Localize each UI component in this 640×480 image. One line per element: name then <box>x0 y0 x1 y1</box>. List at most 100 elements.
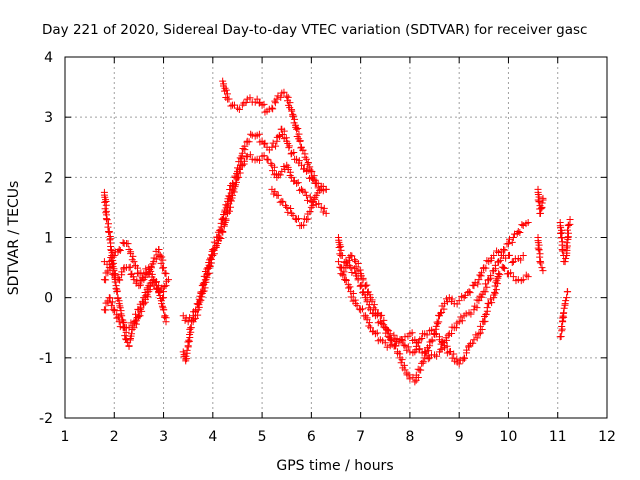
data-point <box>465 288 473 296</box>
trace-point <box>128 322 136 330</box>
trace-point <box>537 205 545 213</box>
trace-point <box>227 189 235 197</box>
trace-point <box>206 254 214 262</box>
data-point <box>564 234 572 241</box>
trace-point <box>501 246 509 254</box>
trace-point <box>438 337 446 345</box>
trace-point <box>534 188 542 196</box>
series-b1 <box>179 151 330 365</box>
trace-point <box>219 214 227 222</box>
trace-point <box>111 270 119 278</box>
series-a3 <box>100 276 170 332</box>
trace-point <box>192 306 200 314</box>
trace-point <box>247 130 255 138</box>
trace-point <box>232 178 240 186</box>
trace-point <box>269 105 277 113</box>
trace-point <box>159 256 167 264</box>
trace-point <box>104 220 112 228</box>
data-point <box>391 342 399 350</box>
series-a1 <box>100 188 172 350</box>
trace-point <box>128 270 136 278</box>
data-point <box>162 270 170 278</box>
trace-point <box>448 330 456 338</box>
trace-point <box>158 302 166 310</box>
series-c4 <box>435 263 532 368</box>
trace-point <box>231 174 239 182</box>
data-point <box>130 258 138 266</box>
trace-point <box>206 256 214 264</box>
trace-point <box>284 93 292 101</box>
trace-point <box>534 237 542 245</box>
trace-point <box>491 289 499 297</box>
trace-point <box>501 264 509 272</box>
x-axis-label: GPS time / hours <box>276 458 393 474</box>
trace-point <box>222 86 230 94</box>
data-point <box>524 273 532 281</box>
trace-point <box>404 343 412 351</box>
trace-point <box>195 295 203 303</box>
trace-point <box>558 234 566 242</box>
trace-point <box>564 229 572 237</box>
trace-point <box>508 238 516 246</box>
data-point <box>155 288 163 296</box>
trace-point <box>229 180 237 188</box>
data-point <box>519 276 527 284</box>
trace-point <box>161 269 169 277</box>
data-point <box>411 378 419 386</box>
data-point <box>110 252 118 260</box>
trace-point <box>156 288 164 296</box>
trace-point <box>473 304 481 312</box>
trace-point <box>132 317 140 325</box>
series-d1 <box>534 185 547 217</box>
trace-point <box>563 239 571 247</box>
data-point <box>233 104 241 112</box>
trace-point <box>246 151 254 159</box>
trace-point <box>155 245 163 253</box>
trace-point <box>125 342 133 350</box>
trace-point <box>280 127 288 135</box>
data-point <box>386 330 394 338</box>
trace-point <box>194 300 202 308</box>
trace-point <box>306 174 314 182</box>
trace-point <box>365 322 373 330</box>
trace-point <box>358 305 366 313</box>
trace-point <box>488 299 496 307</box>
trace-point <box>417 366 425 374</box>
trace-point <box>444 331 452 339</box>
data-point <box>288 209 296 217</box>
trace-point <box>349 290 357 298</box>
trace-point <box>286 168 294 176</box>
trace-point <box>304 167 312 175</box>
trace-point <box>477 269 485 277</box>
trace-point <box>535 246 543 254</box>
y-tick-label: -1 <box>39 351 53 367</box>
trace-point <box>478 326 486 334</box>
series-c3 <box>337 252 443 357</box>
trace-point <box>220 80 228 88</box>
trace-point <box>133 314 141 322</box>
trace-point <box>107 301 115 309</box>
trace-point <box>469 339 477 347</box>
series-e1 <box>556 215 574 266</box>
trace-point <box>348 268 356 276</box>
data-point <box>381 339 389 347</box>
data-point <box>317 203 325 211</box>
trace-point <box>481 288 489 296</box>
x-tick-label: 3 <box>159 429 168 445</box>
trace-point <box>152 255 160 263</box>
series-e2 <box>556 288 572 341</box>
trace-point <box>448 295 456 303</box>
trace-point <box>160 306 168 314</box>
trace-point <box>424 355 432 363</box>
trace-point <box>443 336 451 344</box>
trace-point <box>276 171 284 179</box>
data-point <box>401 366 409 374</box>
trace-point <box>535 198 543 206</box>
trace-point <box>363 314 371 322</box>
trace-point <box>102 201 110 209</box>
trace-point <box>227 102 235 110</box>
trace-point <box>114 294 122 302</box>
trace-point <box>299 146 307 154</box>
trace-point <box>482 264 490 272</box>
